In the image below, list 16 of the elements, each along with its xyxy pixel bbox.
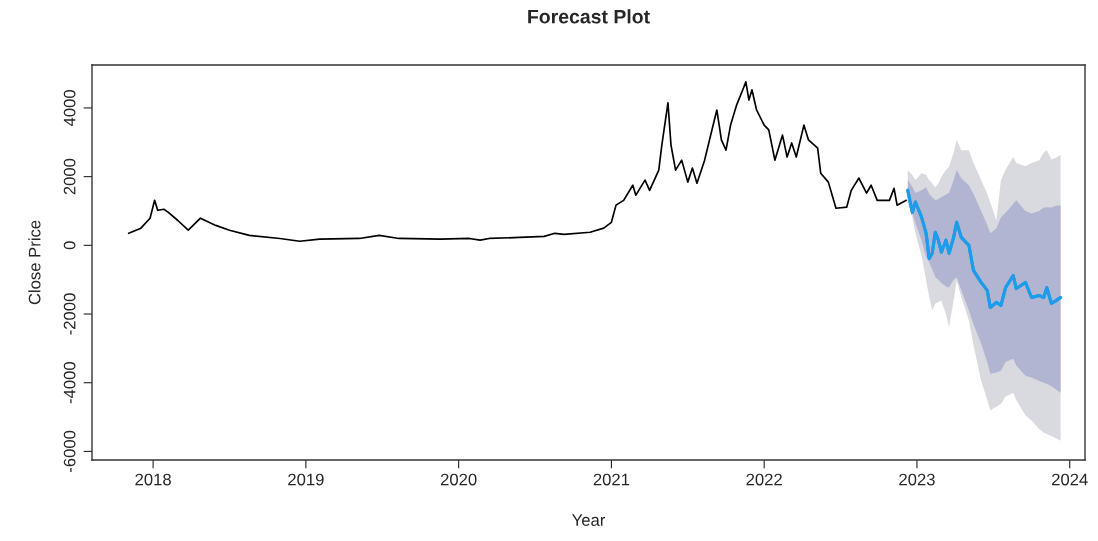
x-axis-title: Year [572, 514, 606, 526]
x-tick-label: 2018 [135, 473, 171, 486]
y-tick-label: 2000 [63, 158, 76, 195]
x-tick-label: 2024 [1052, 473, 1088, 486]
y-tick-label: -2000 [63, 293, 76, 335]
x-tick-label: 2022 [746, 473, 782, 486]
x-tick-label: 2023 [899, 473, 935, 486]
chart-title: Forecast Plot [528, 9, 650, 24]
x-tick-label: 2021 [593, 473, 630, 486]
x-tick-label: 2020 [440, 473, 477, 486]
y-tick-label: 0 [63, 241, 76, 250]
x-tick-label: 2019 [288, 473, 324, 486]
y-tick-label: 4000 [63, 90, 76, 127]
y-axis-title: Close Price [28, 220, 41, 305]
y-tick-label: -6000 [63, 430, 76, 472]
y-tick-label: -4000 [63, 362, 76, 404]
